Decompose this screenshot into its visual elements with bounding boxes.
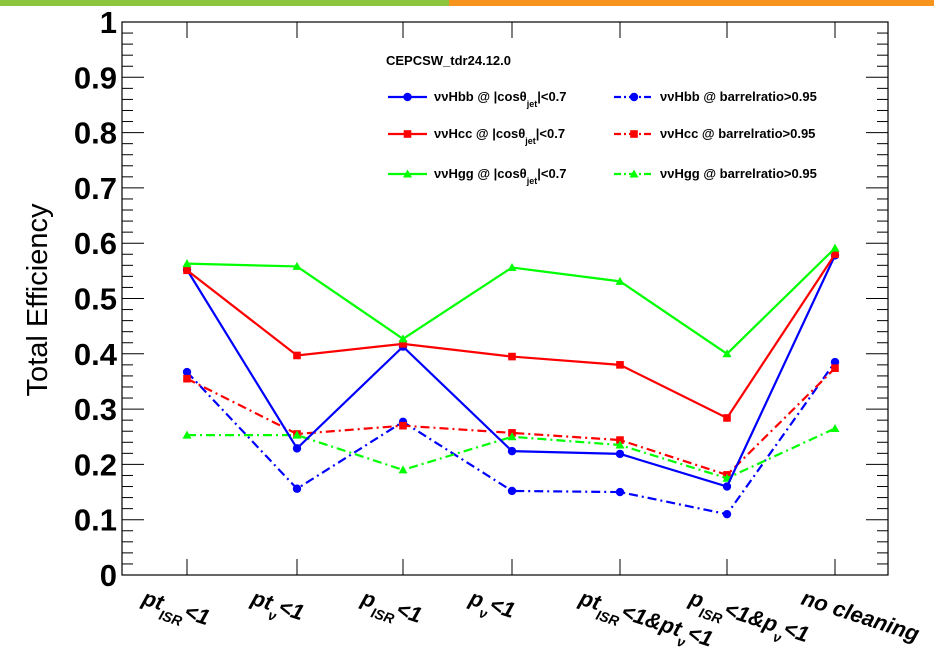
data-point [398,334,408,343]
data-point [630,130,638,138]
y-axis-ticks: 0 0.1 0.2 0.3 0.4 0.5 0.6 0.7 0.8 0.9 1 [74,5,888,593]
legend-entry: ννHcc @ |cosθjet|<0.7 [388,126,565,146]
data-point [615,487,625,497]
data-point [616,361,624,369]
data-point [508,352,516,361]
data-point [293,351,301,360]
data-point [722,349,732,358]
legend-entry: ννHgg @ |cosθjet|<0.7 [388,166,567,186]
data-point [507,446,517,456]
y-tick-label: 1 [100,5,117,40]
y-tick-label: 0.2 [74,447,117,482]
data-point [722,482,732,491]
series-1 [183,250,839,422]
data-point [831,364,839,372]
data-point [403,92,412,102]
data-point [830,357,840,367]
data-point [292,484,302,493]
legend-label: ννHbb @ |cosθjet|<0.7 [434,89,567,109]
series-layer [182,243,840,519]
data-point [629,92,639,102]
series-0 [182,251,840,491]
data-point [398,465,408,474]
data-point [403,169,412,178]
data-point [507,263,517,272]
legend-title: CEPCSW_tdr24.12.0 [386,53,511,68]
data-point [615,276,625,285]
legend-label: ννHcc @ |cosθjet|<0.7 [434,126,565,146]
x-category-label: pISR<1 [355,585,425,635]
y-tick-label: 0 [100,558,117,593]
y-tick-label: 0.8 [74,116,117,151]
data-point [399,421,407,430]
series-line [186,247,836,356]
data-point [399,340,407,348]
data-point [183,374,191,383]
legend-entry: ννHbb @ |cosθjet|<0.7 [388,89,567,109]
series-line [186,253,836,420]
data-point [616,436,624,444]
top-accent-bar-green [0,0,449,6]
plot-frame [121,21,889,576]
y-axis-label: Total Efficiency [22,203,54,396]
y-tick-label: 0.9 [74,60,117,95]
legend-label: ννHgg @ barrelratio>0.95 [660,166,817,181]
data-point [830,423,840,432]
legend-entry: ννHgg @ barrelratio>0.95 [614,166,817,181]
legend-label: ννHgg @ |cosθjet|<0.7 [434,166,567,186]
x-category-label: pν<1 [463,585,518,630]
y-tick-label: 0.4 [74,337,118,372]
data-point [507,486,517,496]
data-point [292,261,302,270]
y-tick-label: 0.5 [74,282,117,317]
x-category-label: ptν<1 [245,585,307,632]
data-point [615,449,625,459]
legend-entry: ννHbb @ barrelratio>0.95 [614,89,817,104]
data-point [831,250,839,259]
data-point [292,444,302,453]
data-point [182,367,192,377]
y-tick-label: 0.1 [74,503,117,538]
data-point [723,414,731,422]
y-tick-label: 0.3 [74,392,117,427]
legend-label: ννHbb @ barrelratio>0.95 [660,89,817,104]
x-category-label: ptISR<1 [136,585,213,637]
data-point [292,430,302,439]
data-point [183,266,191,275]
legend: CEPCSW_tdr24.12.0 ννHbb @ |cosθjet|<0.7 ν… [386,53,817,186]
data-point [507,432,517,441]
data-point [722,509,732,519]
data-point [615,440,625,449]
series-line [186,367,836,477]
legend-label: ννHcc @ barrelratio>0.95 [660,126,815,141]
series-2 [182,243,840,358]
x-category-labels: ptISR<1 ptν<1 pISR<1 pν<1 ptISR<1&ptν<1pISR<… [136,585,923,647]
x-axis-ticks [186,22,836,575]
legend-entry: ννHcc @ barrelratio>0.95 [614,126,815,141]
data-point [403,130,412,138]
data-point [830,243,840,252]
data-point [182,430,192,439]
data-point [629,169,639,178]
data-point [182,259,192,268]
x-category-label: no cleaning [798,585,923,647]
top-accent-bar-orange [449,0,934,6]
y-tick-label: 0.7 [74,171,117,206]
y-tick-label: 0.6 [74,226,117,261]
